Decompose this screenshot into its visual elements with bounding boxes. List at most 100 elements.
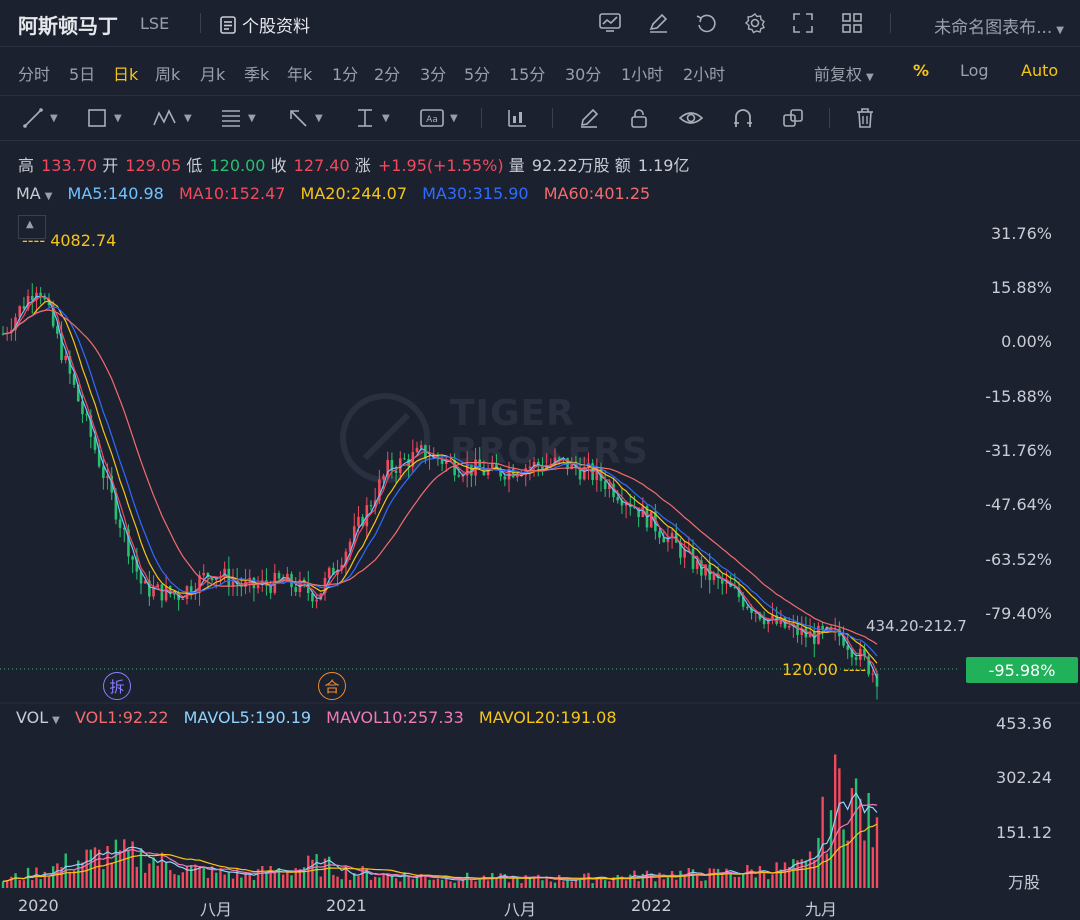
volume-bar [591, 883, 594, 888]
log-toggle[interactable]: Log [960, 61, 989, 80]
volume-legend[interactable]: VOL ▼ VOL1:92.22 MAVOL5:190.19 MAVOL10:25… [16, 708, 627, 727]
volume-unit: 万股 [1007, 873, 1040, 892]
amount-label: 额 [614, 156, 631, 175]
vol-selector[interactable]: VOL ▼ [16, 708, 60, 727]
volume-bar [227, 872, 231, 888]
fullscreen-icon[interactable] [790, 11, 816, 35]
percent-toggle[interactable]: % [913, 61, 930, 80]
candle-body [511, 468, 515, 478]
adjust-selector[interactable]: 前复权 ▼ [814, 61, 874, 85]
period-weekly[interactable]: 周k [155, 65, 181, 84]
candle-body [683, 548, 686, 558]
ma-selector[interactable]: MA ▼ [16, 184, 52, 203]
exchange-code: LSE [140, 14, 170, 33]
period-5min[interactable]: 5分 [464, 65, 491, 84]
period-5day[interactable]: 5日 [69, 65, 96, 84]
candle-body [578, 468, 582, 480]
period-2hour[interactable]: 2小时 [683, 65, 726, 84]
auto-toggle[interactable]: Auto [1021, 61, 1059, 80]
candle-body [390, 459, 394, 471]
chart-icon[interactable] [597, 11, 623, 35]
candle-body [633, 507, 636, 509]
volume-bar [583, 873, 586, 888]
text-tool-icon[interactable]: Aa ▼ [420, 106, 458, 130]
period-15min[interactable]: 15分 [509, 65, 546, 84]
period-daily[interactable]: 日k [113, 65, 139, 84]
volume-bar [298, 869, 302, 888]
arrow-tool-icon[interactable]: ▼ [287, 106, 323, 130]
magnet-icon[interactable] [732, 106, 754, 130]
rectangle-tool-icon[interactable]: ▼ [86, 106, 122, 130]
volume-bar [235, 869, 239, 888]
measure-tool-icon[interactable]: ▼ [358, 109, 390, 127]
volume-bar [658, 872, 661, 888]
trash-icon[interactable] [854, 106, 876, 130]
ma-line [2, 295, 878, 679]
low-price-marker: 120.00 ---- [782, 660, 867, 679]
volume-bar [708, 868, 711, 888]
volume-bar [570, 881, 573, 888]
period-30min[interactable]: 30分 [565, 65, 602, 84]
period-yearly[interactable]: 年k [287, 65, 313, 84]
volume-bar [156, 865, 159, 888]
period-quarterly[interactable]: 季k [244, 65, 270, 84]
volume-bar [219, 868, 222, 888]
candle-body [198, 575, 201, 594]
split-event-badge[interactable]: 拆 [103, 672, 131, 700]
lock-icon[interactable] [628, 106, 650, 130]
stock-info-button[interactable]: 个股资料 [220, 12, 310, 37]
period-2min[interactable]: 2分 [374, 65, 401, 84]
period-1hour[interactable]: 1小时 [621, 65, 664, 84]
period-1min[interactable]: 1分 [332, 65, 359, 84]
volume-bar [675, 879, 678, 888]
volume-bar [700, 880, 703, 888]
period-minute[interactable]: 分时 [18, 65, 51, 84]
volume-label: 量 [508, 156, 525, 175]
ma-legend[interactable]: MA ▼ MA5:140.98 MA10:152.47 MA20:244.07 M… [16, 184, 660, 203]
volume-bar [373, 876, 377, 888]
high-label: 高 [18, 156, 35, 175]
ma-line [2, 309, 878, 645]
fib-tool-icon[interactable]: ▼ [222, 110, 256, 127]
indicator-icon[interactable] [506, 106, 528, 130]
chart-layout-selector[interactable]: 未命名图表布... ▼ [934, 13, 1064, 38]
gear-icon[interactable] [742, 11, 768, 35]
divider [829, 108, 830, 128]
pattern-tool-icon[interactable]: ▼ [152, 106, 192, 130]
clone-icon[interactable] [782, 106, 804, 130]
pencil-icon[interactable] [578, 106, 600, 130]
divider [481, 108, 482, 128]
eye-icon[interactable] [678, 106, 704, 130]
volume-bar [323, 858, 327, 888]
candle-body [490, 463, 494, 470]
volume-bar [725, 868, 728, 888]
candle-body [624, 503, 628, 506]
candle-body [361, 516, 364, 527]
layout-grid-icon[interactable] [839, 11, 865, 35]
volume-bar [645, 870, 649, 888]
undo-icon[interactable] [693, 11, 719, 35]
adjust-label: 前复权 [814, 65, 863, 84]
low-value: 120.00 [209, 156, 266, 175]
candle-body [164, 585, 168, 601]
volume-bar [746, 865, 749, 888]
collapse-button[interactable]: ▲ [18, 215, 46, 239]
line-tool-icon[interactable]: ▼ [22, 106, 58, 130]
period-3min[interactable]: 3分 [420, 65, 447, 84]
candle-body [787, 625, 791, 628]
merge-event-badge[interactable]: 合 [318, 672, 346, 700]
ma-line [2, 300, 878, 664]
candle-body [97, 449, 101, 467]
volume-bar [139, 848, 143, 888]
period-monthly[interactable]: 月k [200, 65, 226, 84]
edit-icon[interactable] [645, 11, 671, 35]
volume-bar [5, 880, 9, 888]
volume-bar [800, 859, 803, 888]
candle-body [549, 463, 553, 466]
volume-bar [478, 878, 481, 888]
close-label: 收 [270, 156, 287, 175]
volume-bar [152, 857, 155, 888]
candle-body [81, 401, 84, 415]
volume-bar [72, 870, 76, 888]
